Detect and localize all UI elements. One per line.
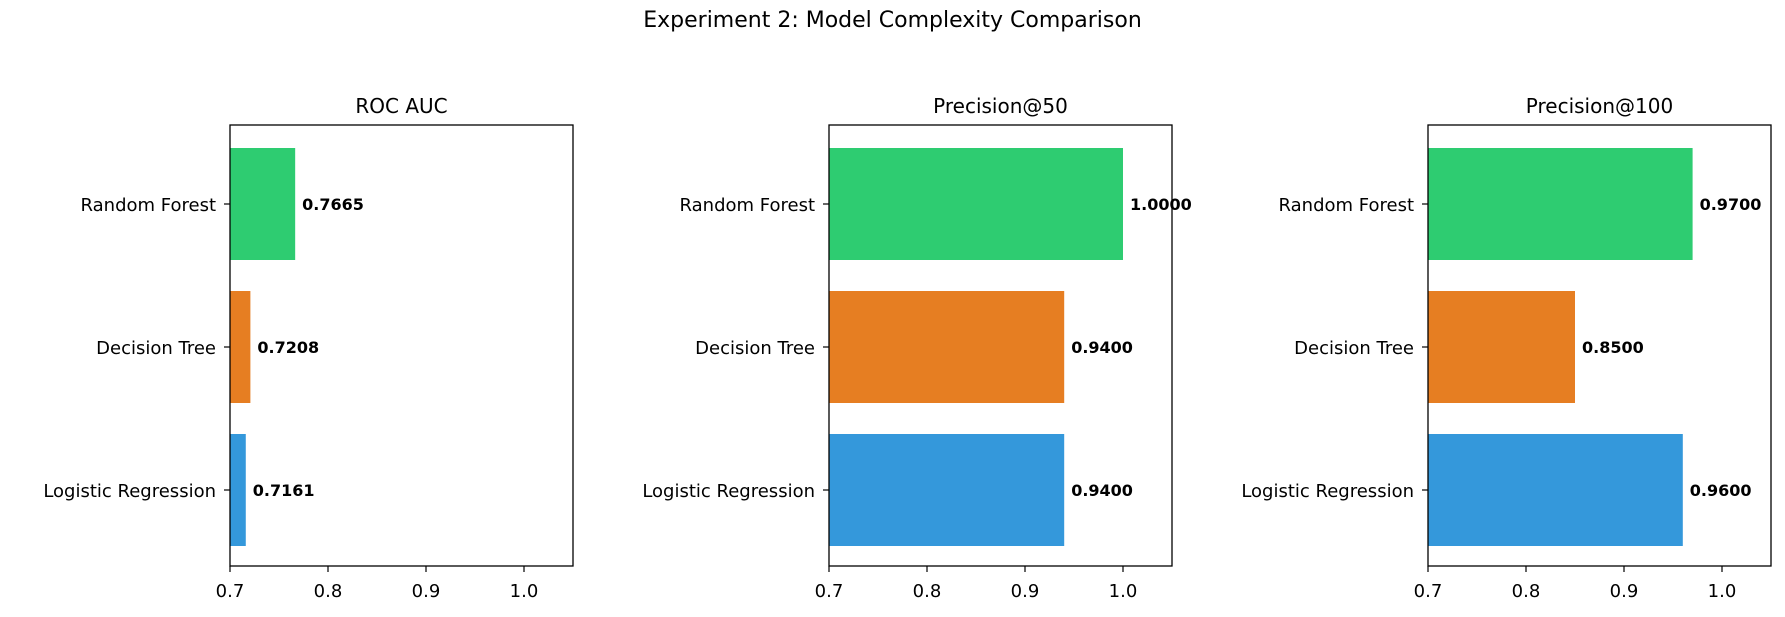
x-tick-label: 0.8 — [1512, 581, 1541, 602]
y-tick-label: Decision Tree — [1294, 338, 1414, 359]
y-tick-label: Decision Tree — [96, 338, 216, 359]
y-tick-label: Logistic Regression — [43, 481, 216, 502]
x-tick-label: 1.0 — [1109, 581, 1138, 602]
bar-logistic-regression — [829, 434, 1065, 546]
bar-decision-tree — [829, 291, 1065, 403]
axes-frame — [229, 124, 574, 567]
bar-value-label: 0.9700 — [1700, 195, 1762, 214]
axes-frame — [1427, 124, 1772, 567]
x-tick-label: 0.7 — [1414, 581, 1443, 602]
chart-title: Precision@100 — [1526, 94, 1673, 118]
x-tick-label: 0.9 — [1610, 581, 1639, 602]
x-tick-label: 0.7 — [815, 581, 844, 602]
x-tick-label: 0.8 — [314, 581, 343, 602]
bar-value-label: 0.8500 — [1582, 338, 1644, 357]
bar-decision-tree — [230, 291, 251, 403]
bar-random-forest — [1428, 148, 1693, 260]
bar-decision-tree — [1428, 291, 1575, 403]
bar-logistic-regression — [1428, 434, 1683, 546]
figure-title: Experiment 2: Model Complexity Compariso… — [643, 8, 1142, 33]
y-tick-label: Random Forest — [1279, 195, 1414, 216]
chart-title: Precision@50 — [933, 94, 1068, 118]
bar-logistic-regression — [230, 434, 246, 546]
bar-random-forest — [829, 148, 1123, 260]
x-tick-label: 1.0 — [1708, 581, 1737, 602]
chart-panel-2: 1.0000 0.9400 0.9400 Random Forest Decision … — [642, 94, 1191, 602]
bar-value-label: 0.7665 — [302, 195, 364, 214]
chart-panel-3: 0.9700 0.8500 0.9600 Random Forest Decision … — [1241, 94, 1772, 602]
bar-value-label: 0.9400 — [1071, 338, 1133, 357]
bar-value-label: 0.9400 — [1071, 481, 1133, 500]
axes-frame — [828, 124, 1173, 567]
x-tick-label: 0.9 — [1011, 581, 1040, 602]
y-tick-label: Random Forest — [81, 195, 216, 216]
x-tick-label: 0.8 — [913, 581, 942, 602]
y-tick-label: Decision Tree — [695, 338, 815, 359]
bar-random-forest — [230, 148, 296, 260]
bar-value-label: 0.9600 — [1690, 481, 1752, 500]
chart-title: ROC AUC — [355, 94, 447, 118]
x-tick-label: 0.7 — [216, 581, 245, 602]
bar-value-label: 0.7161 — [253, 481, 315, 500]
bar-value-label: 0.7208 — [257, 338, 319, 357]
chart-panel-1: 0.7665 0.7208 0.7161 Random Forest Decision … — [43, 94, 574, 602]
x-tick-label: 0.9 — [412, 581, 441, 602]
y-tick-label: Random Forest — [680, 195, 815, 216]
bar-value-label: 1.0000 — [1130, 195, 1192, 214]
y-tick-label: Logistic Regression — [1241, 481, 1414, 502]
y-tick-label: Logistic Regression — [642, 481, 815, 502]
x-tick-label: 1.0 — [510, 581, 539, 602]
